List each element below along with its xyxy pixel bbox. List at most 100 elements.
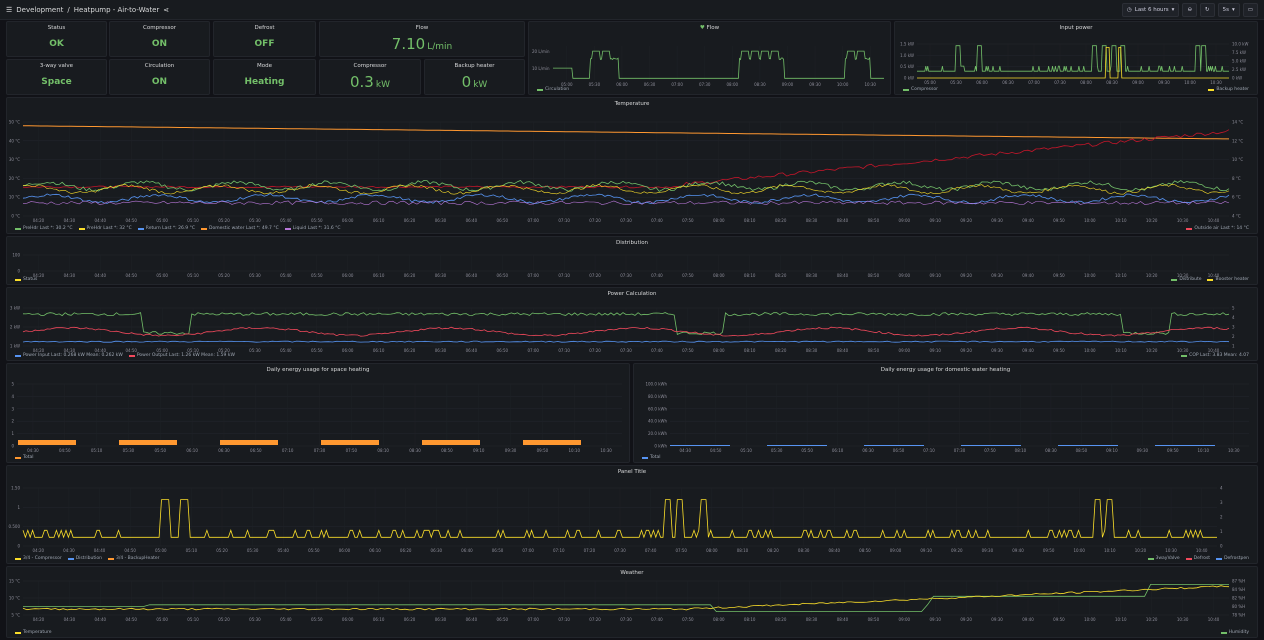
x-tick-label: 10:00 bbox=[1073, 548, 1085, 553]
y2-tick-label: 8 °C bbox=[1232, 176, 1241, 181]
distribution-panel[interactable]: Distribution 100 0 04:20 04:30 04:40 04:50 05:… bbox=[6, 236, 1258, 285]
legend-item[interactable]: Distribute bbox=[1171, 277, 1201, 282]
legend-item[interactable]: 3/4 - Compressor bbox=[15, 556, 62, 561]
y-tick-label: 10 °C bbox=[9, 596, 20, 601]
panel-title-panel[interactable]: Panel Title 1.50 1 0.500 0 4 3 2 1 0 04:20 04:30 04… bbox=[6, 465, 1258, 564]
x-tick-label: 07:10 bbox=[282, 448, 294, 453]
refresh-interval-picker[interactable]: 5s ▾ bbox=[1217, 3, 1240, 17]
x-tick-label: 09:10 bbox=[473, 448, 485, 453]
x-tick-label: 08:30 bbox=[409, 448, 421, 453]
x-tick-label: 04:30 bbox=[64, 218, 76, 223]
stat-compressor[interactable]: Compressor ON bbox=[109, 21, 210, 57]
legend-item[interactable]: Booster heater bbox=[1207, 277, 1249, 282]
y-tick-label: 0 bbox=[17, 269, 20, 274]
flow-graph-panel[interactable]: ♥ Flow 05:00 05:30 06:00 06:30 07:00 07:30 08:… bbox=[528, 21, 891, 95]
legend-swatch bbox=[15, 227, 21, 230]
x-tick-label: 09:40 bbox=[1012, 548, 1024, 553]
tv-mode-button[interactable]: ▭ bbox=[1242, 3, 1258, 17]
legend-item[interactable]: 3/4 - BackupHeater bbox=[107, 556, 159, 561]
stat-3way-valve[interactable]: 3-way valve Space bbox=[6, 59, 107, 95]
power-calculation-panel[interactable]: Power Calculation 3 kW 2 kW 1 kW 5 4 3 2 1 04:20… bbox=[6, 287, 1258, 361]
x-tick-label: 07:20 bbox=[589, 617, 601, 622]
x-tick-label: 05:50 bbox=[311, 218, 323, 223]
legend-label: Liquid Last *: 31.6 °C bbox=[292, 226, 341, 231]
x-tick-label: 10:30 bbox=[1177, 218, 1189, 223]
legend-item[interactable]: Compressor bbox=[903, 87, 938, 92]
zoom-out-button[interactable]: ⊖ bbox=[1182, 3, 1198, 17]
x-tick-label: 07:40 bbox=[651, 273, 663, 278]
x-tick-label: 05:10 bbox=[187, 218, 199, 223]
x-tick-label: 05:00 bbox=[924, 80, 936, 85]
legend-item[interactable]: PreHdr Last *: 30.2 °C bbox=[15, 226, 73, 231]
x-tick-label: 05:00 bbox=[155, 548, 167, 553]
refresh-button[interactable]: ↻ bbox=[1200, 3, 1215, 17]
temperature-panel[interactable]: Temperature 50 °C 40 °C 30 °C 20 °C 10 °C 0 °… bbox=[6, 97, 1258, 234]
legend-swatch bbox=[15, 456, 21, 459]
legend-item[interactable]: Circulation bbox=[537, 87, 569, 92]
x-tick-label: 08:00 bbox=[713, 273, 725, 278]
x-tick-label: 05:10 bbox=[187, 273, 199, 278]
legend-item[interactable]: Outside air Last *: 14 °C bbox=[1186, 226, 1249, 231]
daily-dhw-panel[interactable]: Daily energy usage for domestic water he… bbox=[633, 363, 1258, 463]
x-tick-label: 09:40 bbox=[1022, 273, 1034, 278]
x-tick-label: 08:40 bbox=[829, 548, 841, 553]
y2-tick-label: 1 bbox=[1220, 529, 1223, 534]
legend-item[interactable]: Temperature bbox=[15, 630, 52, 635]
time-range-picker[interactable]: ◷ Last 6 hours ▾ bbox=[1121, 3, 1180, 17]
legend-item[interactable]: Status bbox=[15, 277, 37, 282]
y-tick-label: 0.5 kW bbox=[900, 64, 914, 69]
stat-unit: L/min bbox=[427, 42, 453, 52]
legend-item[interactable]: Distribution bbox=[67, 556, 102, 561]
dashboard-title[interactable]: Heatpump - Air-to-Water bbox=[73, 6, 160, 14]
x-tick-label: 04:40 bbox=[94, 548, 106, 553]
panel-title: Daily energy usage for domestic water he… bbox=[880, 367, 1011, 373]
legend-item[interactable]: Defrost bbox=[1185, 556, 1210, 561]
legend-item[interactable]: 3wayValve bbox=[1147, 556, 1180, 561]
legend-item[interactable]: Domestic water Last *: 49.7 °C bbox=[200, 226, 279, 231]
y2-tick-label: 0 bbox=[1220, 544, 1223, 549]
breadcrumb: ☰ Development / Heatpump - Air-to-Water … bbox=[6, 0, 169, 20]
legend-item[interactable]: Backup heater bbox=[1208, 87, 1249, 92]
x-tick-label: 10:00 bbox=[1084, 348, 1096, 353]
legend-label: Circulation bbox=[545, 87, 570, 92]
x-tick-label: 09:00 bbox=[899, 273, 911, 278]
x-tick-label: 09:50 bbox=[1053, 218, 1065, 223]
x-tick-label: 06:20 bbox=[404, 218, 416, 223]
x-tick-label: 07:30 bbox=[620, 218, 632, 223]
stat-mode[interactable]: Mode Heating bbox=[213, 59, 316, 95]
legend-item[interactable]: COP Last: 3.83 Mean: 4.07 bbox=[1181, 353, 1249, 358]
legend-item[interactable]: Liquid Last *: 31.6 °C bbox=[284, 226, 341, 231]
legend-item[interactable]: Return Last *: 26.9 °C bbox=[137, 226, 195, 231]
y-tick-label: 3 bbox=[11, 406, 14, 411]
x-tick-label: 07:40 bbox=[651, 617, 663, 622]
legend-item[interactable]: Defrostpen bbox=[1216, 556, 1249, 561]
input-power-panel[interactable]: Input power 1.5 kW 1.0 kW 0.5 kW 0 kW 10.0 k… bbox=[894, 21, 1258, 95]
stat-compressor-power[interactable]: Compressor 0.3 kW bbox=[319, 59, 421, 95]
legend-item[interactable]: Total bbox=[15, 455, 34, 460]
stat-status[interactable]: Status OK bbox=[6, 21, 107, 57]
stat-flow[interactable]: Flow 7.10 L/min bbox=[319, 21, 525, 57]
x-tick-label: 07:30 bbox=[314, 448, 326, 453]
panel-title-text: Flow bbox=[706, 25, 720, 31]
legend-item[interactable]: Power Output Last: 1.26 kW Mean: 1.59 kW bbox=[128, 353, 235, 358]
x-tick-label: 05:30 bbox=[950, 80, 962, 85]
weather-panel[interactable]: Weather 15 °C 10 °C 5 °C 87 %H 84 %H 82 %H 80 … bbox=[6, 566, 1258, 638]
x-tick-label: 05:30 bbox=[247, 548, 259, 553]
y2-tick-label: 10.0 kW bbox=[1232, 42, 1248, 47]
menu-icon[interactable]: ☰ bbox=[6, 6, 13, 14]
legend-item[interactable]: Power Input Last: 0.268 kW Mean: 0.262 k… bbox=[15, 353, 123, 358]
share-icon[interactable]: ⋖ bbox=[163, 6, 170, 14]
stat-circulation[interactable]: Circulation ON bbox=[109, 59, 210, 95]
stat-defrost[interactable]: Defrost OFF bbox=[213, 21, 316, 57]
x-tick-label: 07:10 bbox=[923, 448, 935, 453]
panel-title: Distribution bbox=[615, 240, 649, 246]
stat-backup-heater[interactable]: Backup heater 0 kW bbox=[424, 59, 525, 95]
y-tick-label: 5 °C bbox=[11, 613, 20, 618]
breadcrumb-folder[interactable]: Development bbox=[16, 6, 64, 14]
x-tick-label: 04:20 bbox=[33, 348, 45, 353]
legend-item[interactable]: Total bbox=[642, 455, 661, 460]
legend-item[interactable]: PreHdr Last *: 32 °C bbox=[78, 226, 132, 231]
legend-item[interactable]: Humidity bbox=[1220, 630, 1249, 635]
daily-space-heating-panel[interactable]: Daily energy usage for space heating 5 4 3… bbox=[6, 363, 630, 463]
legend-swatch bbox=[15, 557, 21, 560]
